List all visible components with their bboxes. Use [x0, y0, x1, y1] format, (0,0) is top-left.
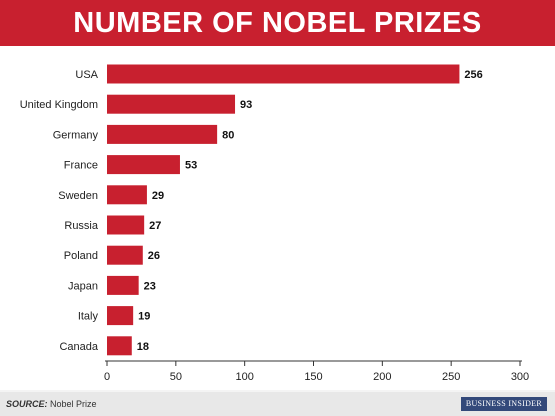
data-label: 26	[148, 250, 160, 262]
chart-title: NUMBER OF NOBEL PRIZES	[73, 6, 482, 39]
bar	[107, 215, 145, 235]
category-label: Italy	[78, 311, 99, 323]
category-label: USA	[75, 69, 98, 81]
category-label: Japan	[68, 280, 98, 292]
data-label: 23	[144, 280, 156, 292]
category-label: France	[64, 160, 98, 172]
category-label: Canada	[59, 341, 98, 353]
x-tick-label: 200	[373, 371, 391, 383]
category-label: United Kingdom	[20, 99, 98, 111]
bar	[107, 336, 132, 356]
bar	[107, 306, 134, 326]
business-insider-logo: BUSINESS INSIDER	[460, 397, 547, 411]
category-label: Sweden	[58, 190, 98, 202]
source-label: SOURCE:	[6, 399, 48, 409]
bar	[107, 275, 139, 295]
data-label: 93	[240, 99, 252, 111]
category-label: Poland	[64, 250, 98, 262]
source-text: SOURCE: Nobel Prize	[6, 399, 97, 409]
x-tick-label: 100	[235, 371, 253, 383]
data-label: 19	[138, 311, 150, 323]
data-label: 18	[137, 341, 149, 353]
bar	[107, 185, 147, 205]
data-label: 27	[149, 220, 161, 232]
title-banner: NUMBER OF NOBEL PRIZES	[0, 0, 555, 46]
footer: SOURCE: Nobel Prize BUSINESS INSIDER	[0, 392, 555, 416]
bar	[107, 245, 143, 265]
x-tick-label: 150	[304, 371, 322, 383]
source-value: Nobel Prize	[50, 399, 97, 409]
data-label: 53	[185, 160, 197, 172]
chart-area: USA 256 United Kingdom 93 Germany 80 France 53 S…	[0, 46, 555, 390]
bar	[107, 155, 180, 175]
data-label: 29	[152, 190, 164, 202]
x-tick-label: 50	[170, 371, 182, 383]
bar-chart: USA 256 United Kingdom 93 Germany 80 France 53 S…	[20, 64, 529, 383]
bar	[107, 64, 460, 84]
data-label: 80	[222, 129, 234, 141]
x-tick-label: 300	[511, 371, 529, 383]
category-label: Russia	[64, 220, 99, 232]
data-label: 256	[464, 69, 482, 81]
x-tick-label: 0	[104, 371, 110, 383]
bar	[107, 94, 236, 114]
x-tick-label: 250	[442, 371, 460, 383]
bar	[107, 124, 218, 144]
category-label: Germany	[53, 129, 99, 141]
